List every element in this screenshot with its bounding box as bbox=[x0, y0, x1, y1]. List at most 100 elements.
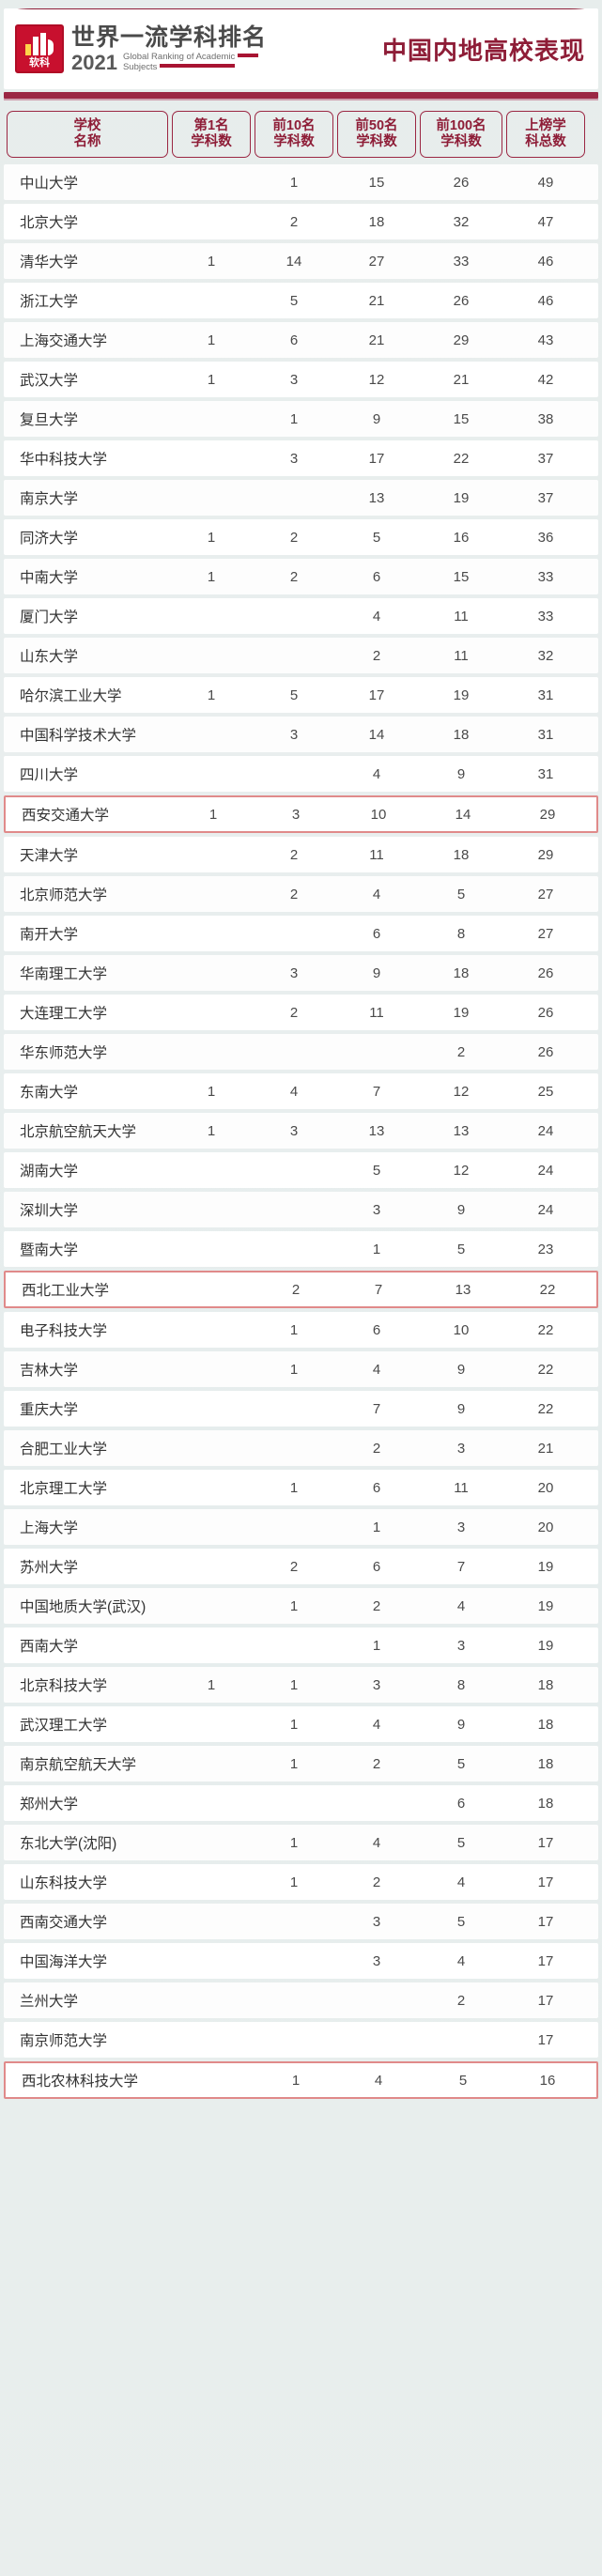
table-row[interactable]: 上海大学 1 3 20 bbox=[4, 1509, 598, 1545]
university-name: 兰州大学 bbox=[20, 1994, 79, 2010]
table-row[interactable]: 上海交通大学 1 6 21 29 43 bbox=[4, 322, 598, 358]
divider-bar-thin bbox=[4, 99, 598, 100]
table-row[interactable]: 山东科技大学 1 2 4 17 bbox=[4, 1864, 598, 1900]
table-row[interactable]: 西安交通大学 1 3 10 14 29 bbox=[4, 795, 598, 833]
cell-top100: 18 bbox=[453, 726, 470, 743]
cell-top50: 3 bbox=[372, 1201, 381, 1218]
table-row[interactable]: 湖南大学 5 12 24 bbox=[4, 1152, 598, 1188]
table-row[interactable]: 厦门大学 4 11 33 bbox=[4, 598, 598, 634]
table-row[interactable]: 吉林大学 1 4 9 22 bbox=[4, 1351, 598, 1387]
table-row[interactable]: 同济大学 1 2 5 16 36 bbox=[4, 519, 598, 555]
table-header-row: 学校 名称 第1名 学科数 前10名 学科数 前50名 学科数 前100名 学科数 上榜学 科总数 bbox=[4, 104, 598, 164]
cell-top50: 17 bbox=[368, 450, 385, 467]
table-row[interactable]: 北京师范大学 2 4 5 27 bbox=[4, 876, 598, 912]
university-name: 吉林大学 bbox=[20, 1363, 79, 1379]
university-name: 深圳大学 bbox=[20, 1203, 79, 1219]
cell-total: 17 bbox=[537, 1834, 554, 1851]
table-row[interactable]: 西北工业大学 2 7 13 22 bbox=[4, 1271, 598, 1308]
table-row[interactable]: 中山大学 1 15 26 49 bbox=[4, 164, 598, 200]
table-row[interactable]: 暨南大学 1 5 23 bbox=[4, 1231, 598, 1267]
table-row[interactable]: 电子科技大学 1 6 10 22 bbox=[4, 1312, 598, 1348]
cell-total: 43 bbox=[537, 332, 554, 348]
cell-total: 25 bbox=[537, 1083, 554, 1100]
cell-top50: 4 bbox=[374, 2072, 383, 2089]
cell-total: 42 bbox=[537, 371, 554, 388]
table-row[interactable]: 清华大学 1 14 27 33 46 bbox=[4, 243, 598, 279]
table-row[interactable]: 东南大学 1 4 7 12 25 bbox=[4, 1073, 598, 1109]
table-row[interactable]: 兰州大学 2 17 bbox=[4, 1982, 598, 2018]
cell-total: 27 bbox=[537, 925, 554, 942]
table-row[interactable]: 南京大学 13 19 37 bbox=[4, 480, 598, 516]
cell-top10: 3 bbox=[289, 450, 299, 467]
cell-top100: 6 bbox=[456, 1795, 466, 1812]
cell-top10: 1 bbox=[289, 1834, 299, 1851]
table-row[interactable]: 北京航空航天大学 1 3 13 13 24 bbox=[4, 1113, 598, 1149]
table-row[interactable]: 华东师范大学 2 26 bbox=[4, 1034, 598, 1070]
table-row[interactable]: 哈尔滨工业大学 1 5 17 19 31 bbox=[4, 677, 598, 713]
university-name: 苏州大学 bbox=[20, 1560, 79, 1576]
table-row[interactable]: 四川大学 4 9 31 bbox=[4, 756, 598, 792]
table-row[interactable]: 西南交通大学 3 5 17 bbox=[4, 1904, 598, 1939]
cell-top100: 15 bbox=[453, 568, 470, 585]
cell-top100: 2 bbox=[456, 1043, 466, 1060]
cell-top50: 15 bbox=[368, 174, 385, 191]
table-row[interactable]: 中国海洋大学 3 4 17 bbox=[4, 1943, 598, 1979]
table-row[interactable]: 郑州大学 6 18 bbox=[4, 1785, 598, 1821]
cell-top10: 2 bbox=[289, 1004, 299, 1021]
column-header-line2: 科总数 bbox=[525, 134, 566, 149]
cell-top100: 7 bbox=[456, 1558, 466, 1575]
university-name: 中南大学 bbox=[20, 570, 79, 586]
brand-text: 世界一流学科排名 2021 Global Ranking of Academic… bbox=[71, 24, 267, 73]
cell-top100: 33 bbox=[453, 253, 470, 270]
cell-top10: 1 bbox=[289, 1755, 299, 1772]
table-row[interactable]: 武汉大学 1 3 12 21 42 bbox=[4, 362, 598, 397]
cell-total: 29 bbox=[537, 846, 554, 863]
cell-total: 24 bbox=[537, 1201, 554, 1218]
table-row[interactable]: 中国地质大学(武汉) 1 2 4 19 bbox=[4, 1588, 598, 1624]
cell-total: 47 bbox=[537, 213, 554, 230]
cell-top100: 11 bbox=[454, 608, 469, 625]
table-row[interactable]: 北京理工大学 1 6 11 20 bbox=[4, 1470, 598, 1505]
table-row[interactable]: 重庆大学 7 9 22 bbox=[4, 1391, 598, 1427]
table-row[interactable]: 北京大学 2 18 32 47 bbox=[4, 204, 598, 239]
table-row[interactable]: 苏州大学 2 6 7 19 bbox=[4, 1549, 598, 1584]
table-row[interactable]: 南开大学 6 8 27 bbox=[4, 916, 598, 951]
table-row[interactable]: 中南大学 1 2 6 15 33 bbox=[4, 559, 598, 594]
table-row[interactable]: 深圳大学 3 9 24 bbox=[4, 1192, 598, 1227]
table-row[interactable]: 武汉理工大学 1 4 9 18 bbox=[4, 1706, 598, 1742]
university-name: 中国地质大学(武汉) bbox=[20, 1599, 147, 1615]
cell-total: 17 bbox=[537, 1913, 554, 1930]
cell-total: 31 bbox=[537, 726, 554, 743]
cell-top10: 1 bbox=[289, 1321, 299, 1338]
table-row[interactable]: 合肥工业大学 2 3 21 bbox=[4, 1430, 598, 1466]
table-row[interactable]: 天津大学 2 11 18 29 bbox=[4, 837, 598, 872]
table-row[interactable]: 西北农林科技大学 1 4 5 16 bbox=[4, 2061, 598, 2099]
cell-top50: 5 bbox=[372, 1162, 381, 1179]
table-row[interactable]: 中国科学技术大学 3 14 18 31 bbox=[4, 717, 598, 752]
brand-subtitle-en: Global Ranking of Academic Subjects bbox=[123, 52, 259, 73]
cell-top50: 7 bbox=[372, 1400, 381, 1417]
table-row[interactable]: 华南理工大学 3 9 18 26 bbox=[4, 955, 598, 991]
table-row[interactable]: 华中科技大学 3 17 22 37 bbox=[4, 440, 598, 476]
university-name: 上海大学 bbox=[20, 1520, 79, 1536]
cell-top10: 1 bbox=[289, 1479, 299, 1496]
cell-total: 18 bbox=[537, 1716, 554, 1733]
cell-top10: 3 bbox=[289, 371, 299, 388]
table-row[interactable]: 大连理工大学 2 11 19 26 bbox=[4, 995, 598, 1030]
cell-total: 22 bbox=[537, 1400, 554, 1417]
table-row[interactable]: 北京科技大学 1 1 3 8 18 bbox=[4, 1667, 598, 1703]
table-row[interactable]: 南京师范大学 17 bbox=[4, 2022, 598, 2058]
column-header-2: 前10名 学科数 bbox=[255, 111, 333, 158]
cell-top100: 5 bbox=[458, 2072, 468, 2089]
table-row[interactable]: 东北大学(沈阳) 1 4 5 17 bbox=[4, 1825, 598, 1860]
cell-first: 1 bbox=[207, 686, 216, 703]
cell-top100: 8 bbox=[456, 1676, 466, 1693]
table-row[interactable]: 西南大学 1 3 19 bbox=[4, 1627, 598, 1663]
table-row[interactable]: 复旦大学 1 9 15 38 bbox=[4, 401, 598, 437]
column-header-line1: 前10名 bbox=[272, 118, 316, 133]
table-row[interactable]: 南京航空航天大学 1 2 5 18 bbox=[4, 1746, 598, 1782]
table-row[interactable]: 浙江大学 5 21 26 46 bbox=[4, 283, 598, 318]
table-row[interactable]: 山东大学 2 11 32 bbox=[4, 638, 598, 673]
cell-total: 37 bbox=[537, 450, 554, 467]
university-name: 山东大学 bbox=[20, 649, 79, 665]
